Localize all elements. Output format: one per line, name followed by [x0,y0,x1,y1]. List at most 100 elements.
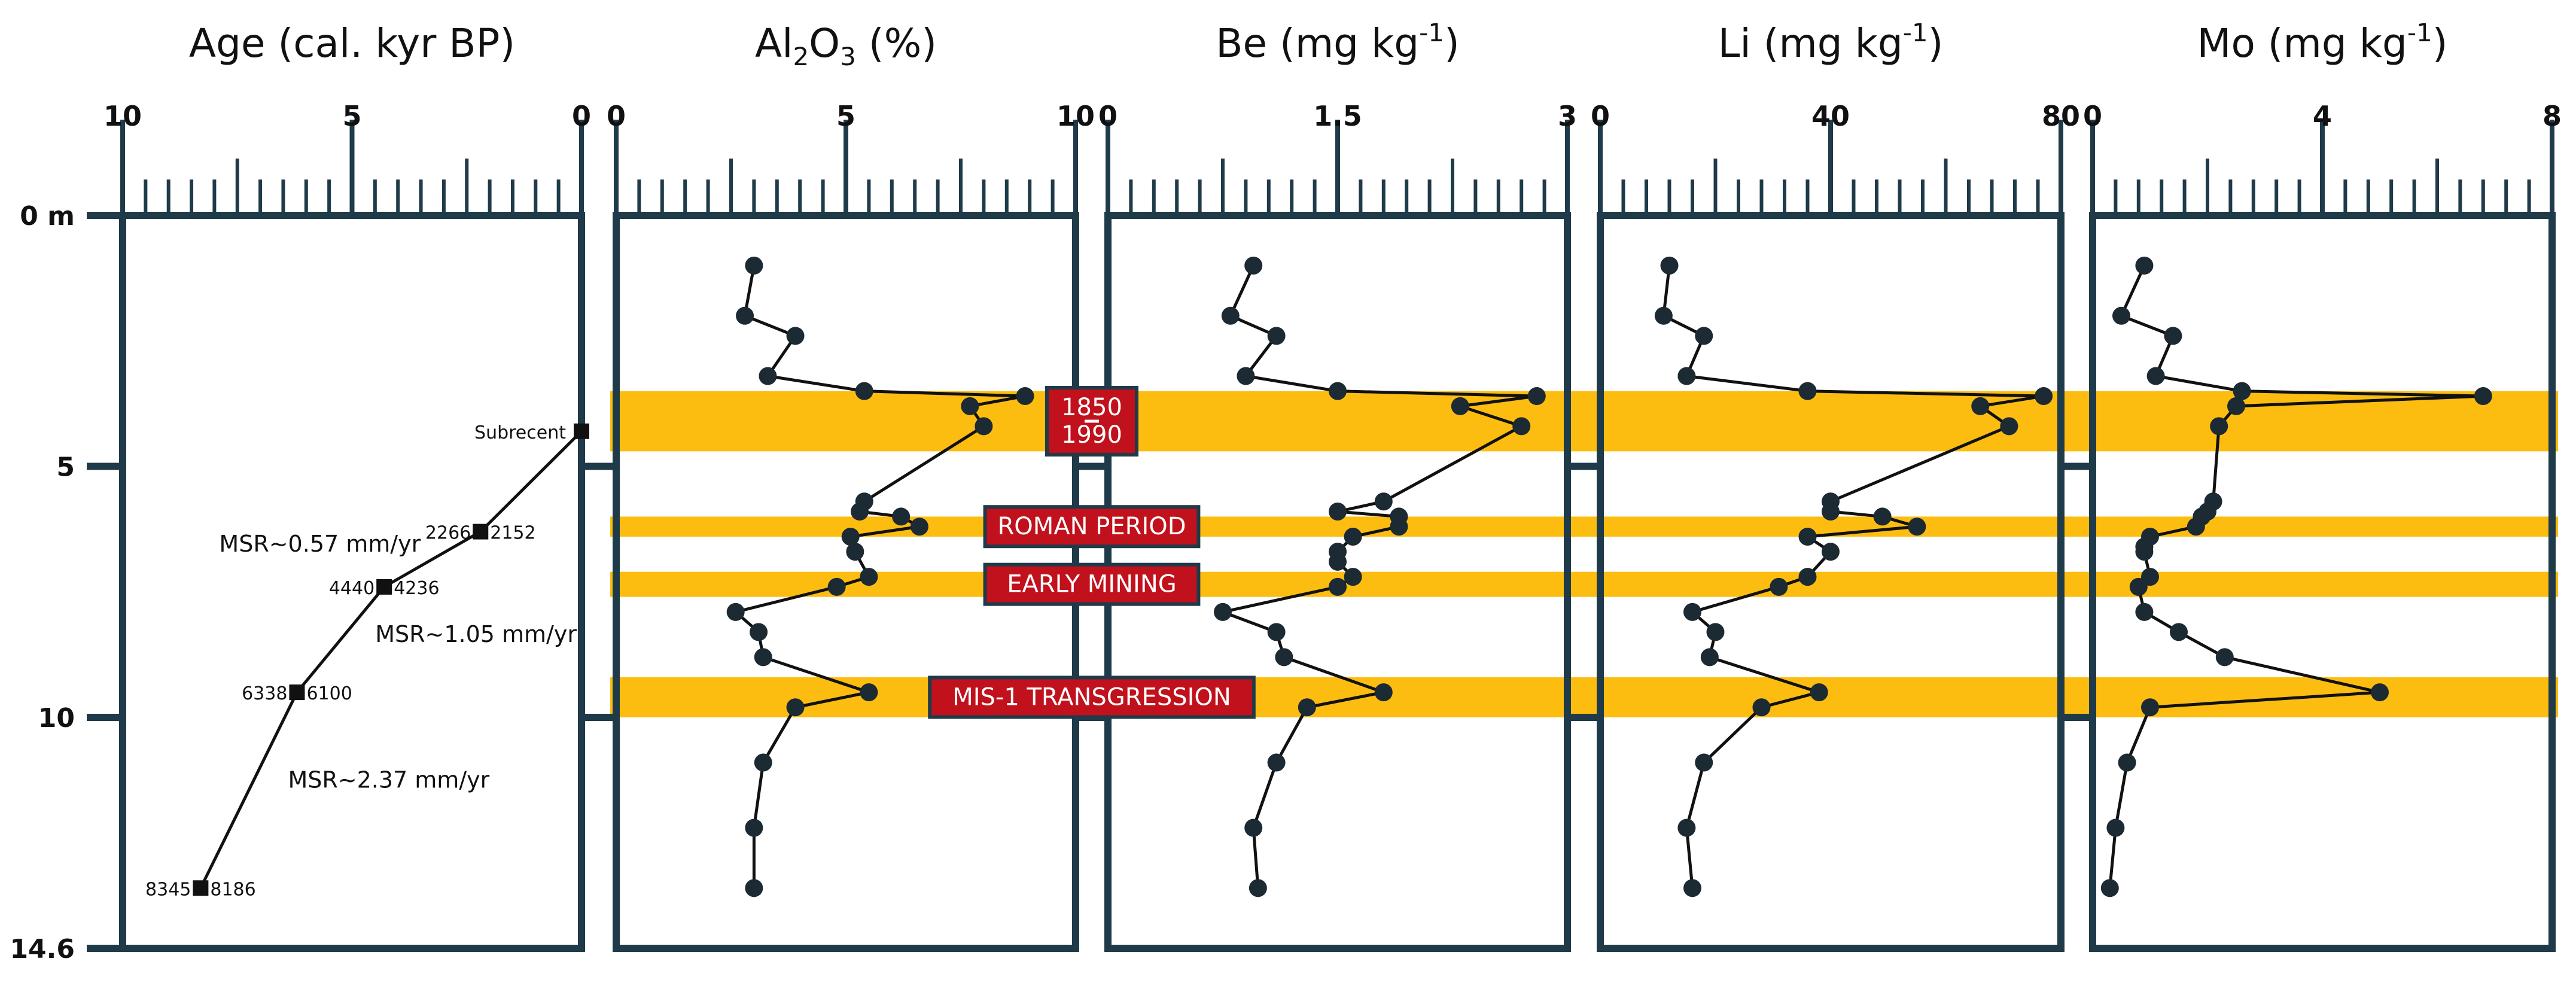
data-point [786,327,805,345]
data-point [851,503,869,521]
data-point [1221,306,1240,325]
data-point [1798,382,1817,400]
data-point [1329,503,1347,521]
data-point [1822,543,1840,561]
panel-title: Li (mg kg-1) [1718,18,1944,66]
data-point [1267,327,1286,345]
band-label-text: EARLY MINING [1007,571,1177,598]
data-point [1016,387,1034,406]
data-point [1329,577,1347,596]
msr-annotation: MSR~1.05 mm/yr [375,621,577,647]
band-label-text: 1990 [1061,421,1122,449]
data-point [855,382,873,400]
data-point [1908,518,1926,536]
band-label: MIS-1 TRANSGRESSION [928,675,1256,719]
msr-annotation: MSR~0.57 mm/yr [219,531,421,557]
data-point [2474,387,2492,406]
panel-al2o3: 0 5 10 Al2O3 (%) [607,20,1095,952]
data-point [2164,327,2182,345]
tick-label: 1.5 [1313,100,1362,132]
data-point [754,648,772,667]
data-point [1374,492,1393,511]
data-point [1329,552,1347,571]
depth-tick-label: 0 m [20,201,75,232]
data-point [745,879,763,897]
tick-label: 5 [342,100,361,132]
band-label-text: MIS-1 TRANSGRESSION [952,683,1231,711]
data-point [1677,367,1696,385]
event-band [610,391,2558,452]
tick-label: 0 [572,100,591,132]
data-point [2035,387,2053,406]
data-point [1822,503,1840,521]
series-line [1662,265,2044,888]
data-point [1267,753,1286,772]
data-point [2135,602,2154,621]
data-point [759,367,777,385]
data-point [2000,417,2018,436]
data-point [2215,648,2234,667]
depth-axis: 0 m 5 10 14.6 [10,201,2093,964]
data-point [2233,382,2251,400]
tick-label: 0 [607,100,626,132]
data-point [2135,256,2154,275]
panel-li: 0 40 80 Li (mg kg-1) [1591,18,2080,952]
data-point [1344,527,1362,546]
age-point [473,524,489,540]
data-point [910,518,928,536]
data-point [745,818,763,837]
data-point [1752,698,1771,717]
data-point [846,543,864,561]
panel-title: Age (cal. kyr BP) [189,20,515,66]
data-point [2112,306,2130,325]
age-point [193,880,209,896]
data-point [1527,387,1546,406]
series-line [732,265,1025,888]
band-label-box [983,505,1201,549]
msr-annotation: MSR~2.37 mm/yr [288,767,489,793]
data-point [786,698,805,717]
data-point [1798,568,1817,586]
data-point [1683,602,1701,621]
data-point [1873,507,1892,526]
data-point [2129,577,2148,596]
age-label: 8186 [210,879,255,900]
age-point [376,579,392,595]
tick-label: 8 [2542,100,2562,132]
data-point [841,527,860,546]
tick-label: 4 [2313,100,2332,132]
event-band [610,677,2558,718]
data-point [754,753,772,772]
data-point [860,683,878,702]
series-line [199,430,583,889]
data-point [1971,397,1990,415]
event-bands [610,391,2558,718]
data-point [750,623,768,641]
data-point [1677,818,1696,837]
age-label: Subrecent [474,422,566,443]
age-label: 2152 [490,523,535,544]
panel-age: 10 5 0 Age (cal. kyr BP) Subrecent 2266 2152 44… [103,20,591,952]
data-point [2100,879,2119,897]
data-point [1275,648,1293,667]
event-band [610,516,2558,537]
age-label: 6100 [306,683,352,704]
tick-label: 80 [2042,100,2080,132]
data-point [1249,879,1267,897]
data-point [2227,397,2245,415]
data-point [2187,518,2205,536]
data-point [1798,527,1817,546]
data-point [1706,623,1725,641]
data-point [1770,577,1788,596]
data-point [2146,367,2165,385]
data-point [1810,683,1828,702]
tick-label: 0 [1098,100,1118,132]
depth-tick-label: 14.6 [10,934,75,964]
age-label: 6338 [242,683,287,704]
age-label: 4440 [329,578,374,599]
data-point [1683,879,1701,897]
tick-label: 40 [1811,100,1850,132]
